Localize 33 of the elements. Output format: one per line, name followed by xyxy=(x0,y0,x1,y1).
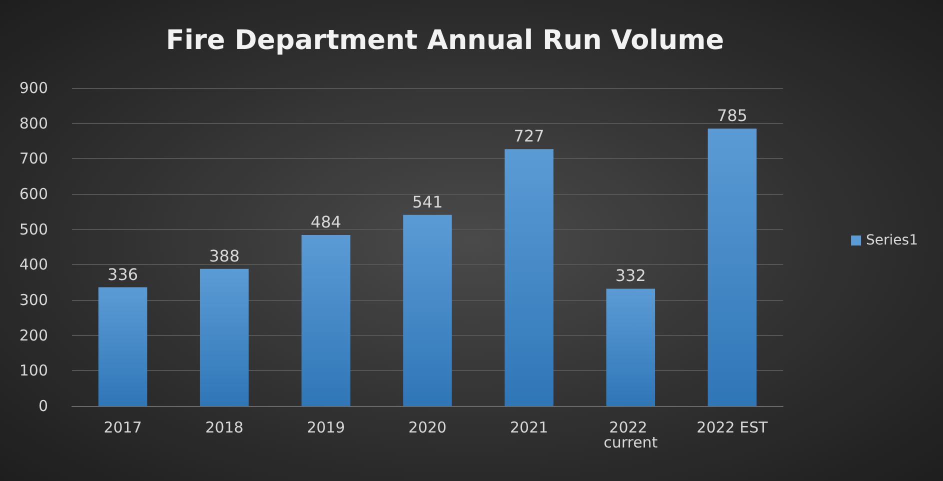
x-tick-label: 2022 EST xyxy=(696,418,769,436)
y-tick-label: 300 xyxy=(19,291,48,309)
y-tick-label: 0 xyxy=(38,397,48,415)
y-tick-label: 100 xyxy=(19,362,48,380)
y-tick-label: 700 xyxy=(19,150,48,168)
data-label: 727 xyxy=(514,126,544,146)
bar xyxy=(708,128,757,406)
data-label: 785 xyxy=(716,106,748,126)
y-tick-label: 600 xyxy=(19,185,48,203)
x-tick-label: 2021 xyxy=(510,418,548,436)
legend-label: Series1 xyxy=(866,232,918,248)
x-tick-label: 2017 xyxy=(104,418,142,436)
x-tick-label: 2018 xyxy=(205,418,244,436)
y-tick-label: 500 xyxy=(19,220,48,238)
bar xyxy=(403,214,452,406)
x-tick-label: 2022 current xyxy=(604,418,658,452)
bar xyxy=(200,268,249,406)
y-tick-label: 400 xyxy=(19,256,48,274)
x-tick-label: 2019 xyxy=(306,418,346,436)
data-label: 336 xyxy=(108,264,138,284)
y-tick-label: 200 xyxy=(19,326,48,344)
bar xyxy=(98,287,148,406)
chart-title: Fire Department Annual Run Volume xyxy=(166,25,724,56)
data-label: 541 xyxy=(412,192,443,212)
x-tick-label: 2020 xyxy=(408,418,447,436)
data-label: 388 xyxy=(209,246,240,266)
bar xyxy=(504,149,554,406)
bar xyxy=(302,234,350,406)
data-label: 332 xyxy=(615,266,646,286)
data-label: 484 xyxy=(310,212,342,232)
y-tick-label: 800 xyxy=(19,114,48,132)
bar xyxy=(606,288,656,406)
y-tick-label: 900 xyxy=(19,79,48,97)
